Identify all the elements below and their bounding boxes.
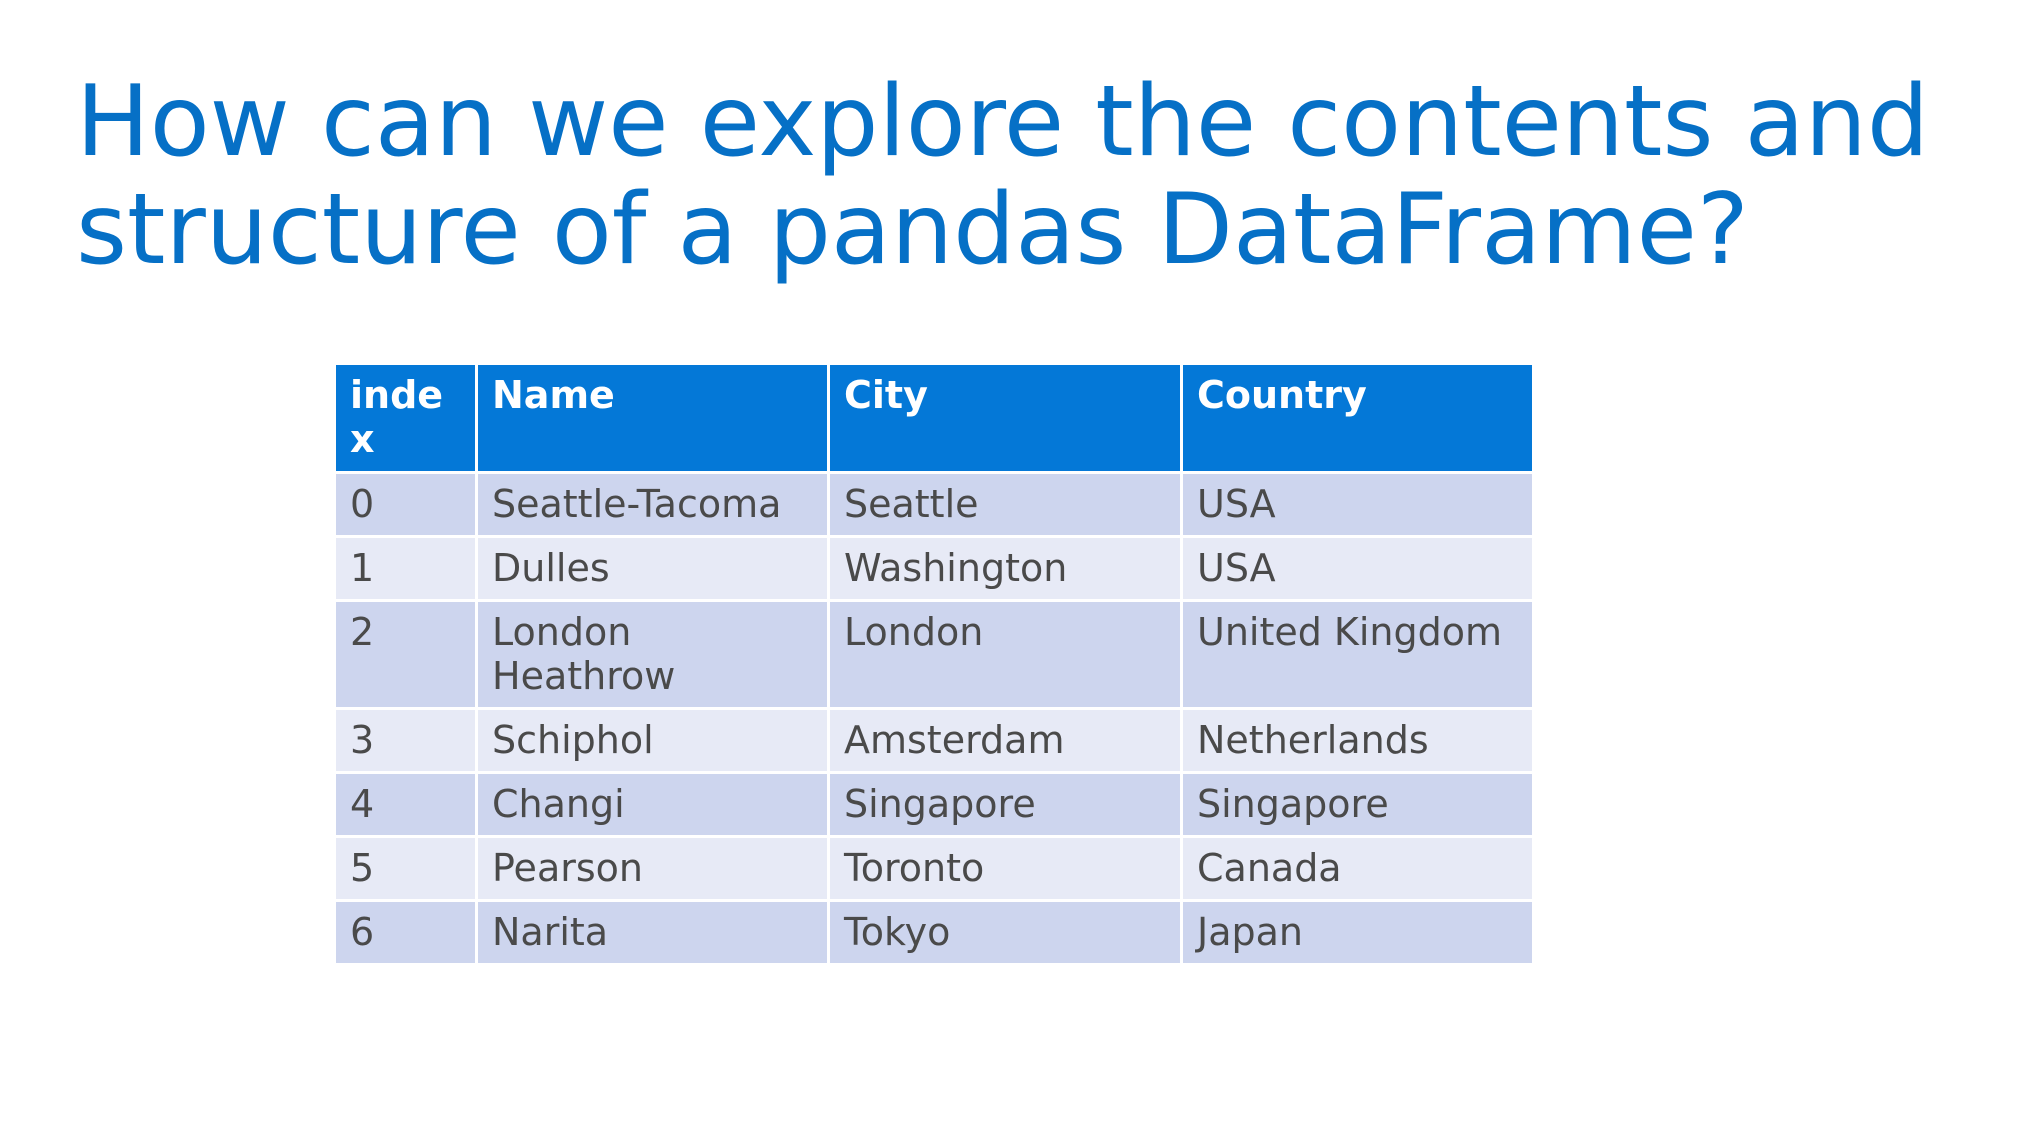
- header-name: Name: [475, 362, 830, 474]
- cell-country: USA: [1180, 471, 1535, 538]
- cell-name: London Heathrow: [475, 599, 830, 710]
- cell-index: 0: [333, 471, 478, 538]
- table-row: 0 Seattle-Tacoma Seattle USA: [333, 471, 1535, 538]
- cell-city: Seattle: [827, 471, 1183, 538]
- cell-city: Washington: [827, 535, 1183, 602]
- cell-city: London: [827, 599, 1183, 710]
- cell-name: Dulles: [475, 535, 830, 602]
- cell-index: 5: [333, 835, 478, 902]
- table-row: 1 Dulles Washington USA: [333, 535, 1535, 602]
- cell-country: Japan: [1180, 899, 1535, 966]
- cell-city: Tokyo: [827, 899, 1183, 966]
- header-city: City: [827, 362, 1183, 474]
- cell-country: Netherlands: [1180, 707, 1535, 774]
- cell-name: Schiphol: [475, 707, 830, 774]
- table-header-row: index Name City Country: [333, 362, 1535, 474]
- cell-index: 2: [333, 599, 478, 710]
- cell-name: Seattle-Tacoma: [475, 471, 830, 538]
- slide-title-line-2: structure of a pandas DataFrame?: [76, 173, 1749, 287]
- table-row: 6 Narita Tokyo Japan: [333, 899, 1535, 966]
- cell-name: Narita: [475, 899, 830, 966]
- cell-index: 1: [333, 535, 478, 602]
- table-row: 4 Changi Singapore Singapore: [333, 771, 1535, 838]
- cell-city: Singapore: [827, 771, 1183, 838]
- dataframe-table: index Name City Country 0 Seattle-Tacoma…: [333, 362, 1535, 966]
- cell-index: 6: [333, 899, 478, 966]
- cell-city: Toronto: [827, 835, 1183, 902]
- table-row: 2 London Heathrow London United Kingdom: [333, 599, 1535, 710]
- slide-title: How can we explore the contents and stru…: [76, 68, 1996, 284]
- slide-title-line-1: How can we explore the contents and: [76, 65, 1930, 179]
- table-row: 5 Pearson Toronto Canada: [333, 835, 1535, 902]
- header-index: index: [333, 362, 478, 474]
- cell-city: Amsterdam: [827, 707, 1183, 774]
- cell-country: USA: [1180, 535, 1535, 602]
- header-country: Country: [1180, 362, 1535, 474]
- cell-name: Pearson: [475, 835, 830, 902]
- cell-country: Singapore: [1180, 771, 1535, 838]
- cell-country: United Kingdom: [1180, 599, 1535, 710]
- table-row: 3 Schiphol Amsterdam Netherlands: [333, 707, 1535, 774]
- cell-country: Canada: [1180, 835, 1535, 902]
- cell-name: Changi: [475, 771, 830, 838]
- cell-index: 4: [333, 771, 478, 838]
- cell-index: 3: [333, 707, 478, 774]
